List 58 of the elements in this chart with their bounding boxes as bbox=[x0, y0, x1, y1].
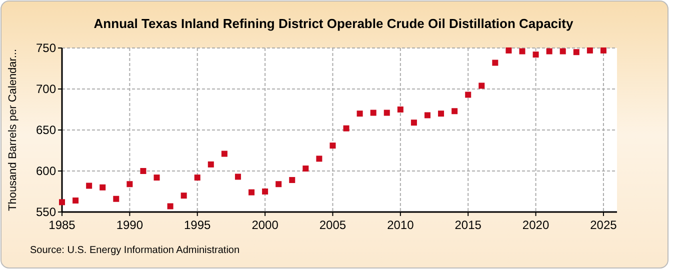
point bbox=[208, 161, 214, 168]
chart-title: Annual Texas Inland Refining District Operable Crude Oil Distillation Capacity bbox=[94, 16, 574, 31]
point bbox=[234, 174, 241, 180]
point bbox=[316, 156, 322, 162]
point bbox=[586, 47, 593, 54]
point bbox=[59, 199, 65, 206]
x-tick-label: 2020 bbox=[522, 218, 550, 232]
x-tick-label: 2000 bbox=[252, 218, 279, 232]
point bbox=[384, 110, 390, 116]
point bbox=[356, 110, 363, 117]
point bbox=[72, 198, 79, 204]
y-axis-title: Thousand Barrels per Calendar... bbox=[7, 48, 19, 212]
point bbox=[370, 110, 376, 116]
x-tick-label: 2015 bbox=[454, 218, 482, 232]
point bbox=[410, 120, 417, 126]
y-tick-label: 750 bbox=[36, 41, 56, 55]
y-tick-label: 550 bbox=[36, 205, 56, 219]
point bbox=[167, 203, 174, 210]
point bbox=[289, 177, 296, 184]
point bbox=[424, 112, 430, 118]
point bbox=[519, 48, 526, 54]
point bbox=[248, 189, 255, 196]
point bbox=[397, 106, 404, 112]
point bbox=[140, 168, 146, 174]
point bbox=[154, 174, 160, 181]
point bbox=[343, 125, 350, 132]
point bbox=[194, 174, 200, 181]
point bbox=[478, 82, 485, 89]
point bbox=[330, 142, 336, 149]
point bbox=[452, 108, 458, 114]
point bbox=[302, 166, 309, 172]
point bbox=[221, 150, 228, 157]
point bbox=[506, 47, 512, 54]
x-tick-label: 2005 bbox=[319, 218, 346, 232]
point bbox=[560, 48, 566, 54]
x-tick-label: 2025 bbox=[590, 218, 618, 232]
y-tick-label: 650 bbox=[36, 123, 56, 137]
point bbox=[546, 48, 552, 54]
point bbox=[100, 184, 106, 190]
source-note: Source: U.S. Energy Information Administration bbox=[30, 245, 240, 256]
point bbox=[600, 47, 606, 54]
point bbox=[86, 182, 92, 189]
x-tick-label: 1985 bbox=[48, 218, 76, 232]
point bbox=[573, 49, 580, 56]
point bbox=[262, 188, 268, 194]
point bbox=[532, 52, 539, 58]
point bbox=[465, 92, 472, 98]
point bbox=[180, 192, 187, 199]
point bbox=[126, 181, 133, 188]
x-tick-label: 1995 bbox=[184, 218, 212, 232]
x-tick-label: 1990 bbox=[116, 218, 144, 232]
point bbox=[276, 181, 282, 188]
x-tick-label: 2010 bbox=[387, 218, 414, 232]
point bbox=[113, 196, 120, 202]
point bbox=[492, 60, 498, 66]
y-tick-label: 700 bbox=[36, 82, 56, 96]
y-tick-label: 600 bbox=[36, 164, 56, 178]
point bbox=[438, 110, 444, 117]
